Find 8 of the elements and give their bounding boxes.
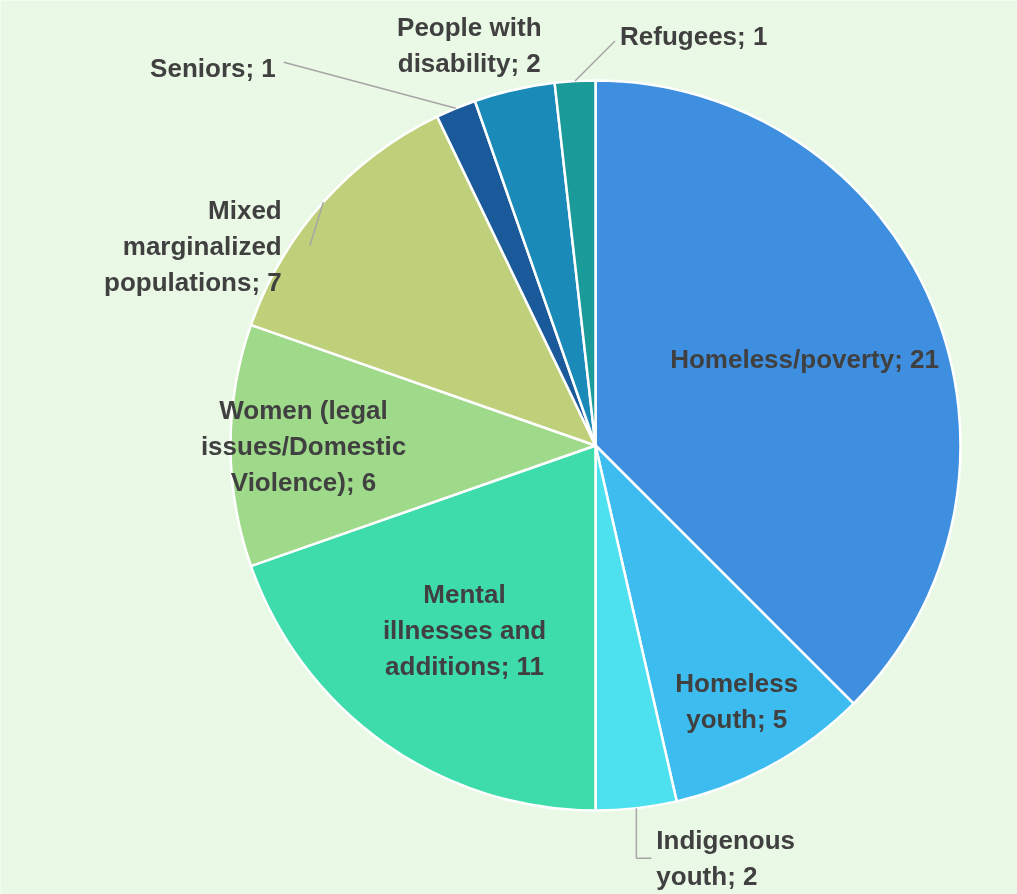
slice-label: Homeless youth; 5	[675, 668, 799, 735]
slice-label: Seniors; 1	[150, 53, 276, 84]
slice-label: Indigenous youth; 2	[656, 825, 796, 892]
slice-label: Homeless/poverty; 21	[670, 343, 939, 374]
slice-label: People with disability; 2	[397, 11, 542, 78]
slice-label: Refugees; 1	[620, 21, 768, 52]
slice-label: Mixed marginalized populations; 7	[104, 195, 282, 298]
slice-label: Mental illnesses and additions; 11	[382, 579, 547, 682]
